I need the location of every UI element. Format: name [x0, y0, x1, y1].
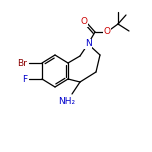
Text: O: O: [104, 28, 111, 36]
Text: O: O: [81, 17, 88, 26]
Text: NH₂: NH₂: [58, 97, 76, 106]
Text: F: F: [22, 74, 27, 83]
Text: Br: Br: [17, 59, 27, 67]
Text: N: N: [85, 40, 91, 48]
